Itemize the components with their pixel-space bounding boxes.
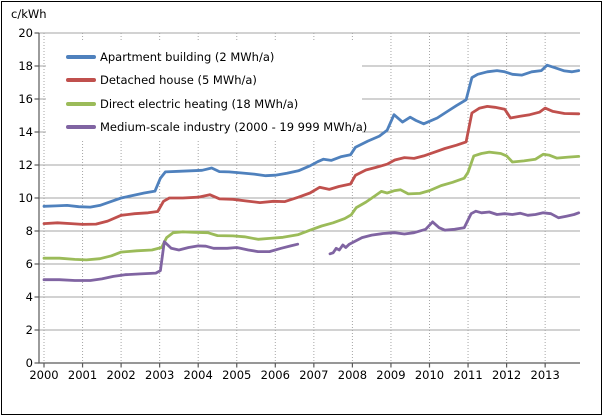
legend-swatch-detached-house — [66, 78, 96, 83]
legend-label-direct-electric-heating: Direct electric heating (18 MWh/a) — [100, 96, 299, 111]
legend-label-detached-house: Detached house (5 MWh/a) — [100, 73, 257, 88]
series-line-medium-scale-industry — [328, 209, 581, 256]
series-line-detached-house — [42, 105, 581, 226]
x-tick-label: 2007 — [299, 368, 328, 382]
legend: Apartment building (2 MWh/a) Detached ho… — [46, 42, 367, 141]
y-axis-unit-label: c/kWh — [11, 7, 47, 21]
y-tick-label: 14 — [18, 125, 33, 139]
y-tick-label: 0 — [26, 356, 33, 370]
x-tick-label: 2013 — [531, 368, 560, 382]
x-tick-label: 2003 — [145, 368, 174, 382]
y-tick-label: 4 — [26, 290, 33, 304]
x-tick-label: 2011 — [453, 368, 482, 382]
x-tick-label: 2005 — [222, 368, 251, 382]
series-line-medium-scale-industry — [42, 240, 300, 282]
legend-item-direct-electric-heating: Direct electric heating (18 MWh/a) — [46, 92, 362, 116]
y-tick-label: 20 — [18, 26, 33, 40]
legend-swatch-medium-scale-industry — [66, 125, 96, 130]
y-tick-label: 12 — [18, 158, 33, 172]
x-tick-label: 2001 — [68, 368, 97, 382]
legend-label-apartment-building: Apartment building (2 MWh/a) — [100, 49, 275, 64]
legend-swatch-direct-electric-heating — [66, 101, 96, 106]
legend-item-medium-scale-industry: Medium-scale industry (2000 - 19 999 MWh… — [46, 116, 367, 140]
y-tick-label: 8 — [26, 224, 33, 238]
series-line-apartment-building — [42, 63, 581, 209]
x-tick-label: 2008 — [338, 368, 367, 382]
legend-item-detached-house: Detached house (5 MWh/a) — [46, 69, 362, 93]
x-tick-label: 2012 — [492, 368, 521, 382]
x-tick-label: 2000 — [29, 368, 58, 382]
x-tick-label: 2006 — [261, 368, 290, 382]
legend-item-apartment-building: Apartment building (2 MWh/a) — [46, 45, 362, 69]
y-tick-label: 2 — [26, 323, 33, 337]
x-tick-label: 2002 — [106, 368, 135, 382]
y-tick-label: 18 — [18, 59, 33, 73]
series-line-direct-electric-heating — [42, 150, 581, 262]
y-tick-label: 6 — [26, 257, 33, 271]
legend-label-medium-scale-industry: Medium-scale industry (2000 - 19 999 MWh… — [100, 120, 368, 135]
y-tick-label: 16 — [18, 92, 33, 106]
x-tick-label: 2010 — [415, 368, 444, 382]
legend-swatch-apartment-building — [66, 54, 96, 59]
y-tick-label: 10 — [18, 191, 33, 205]
x-tick-label: 2009 — [376, 368, 405, 382]
x-tick-label: 2004 — [184, 368, 213, 382]
